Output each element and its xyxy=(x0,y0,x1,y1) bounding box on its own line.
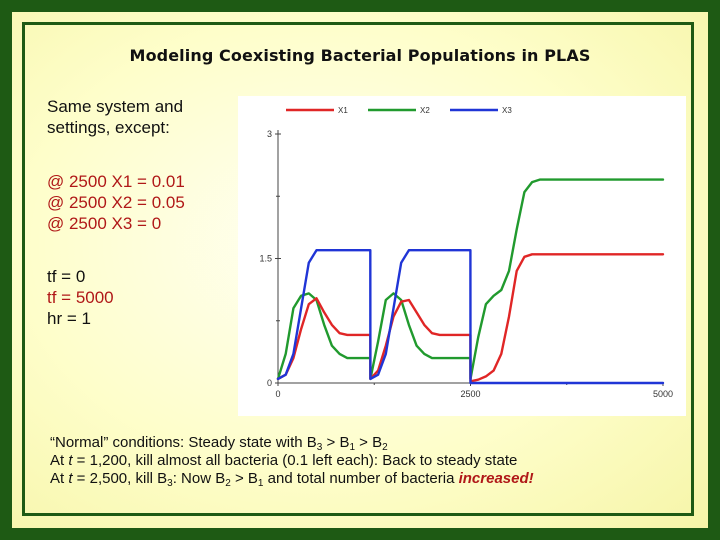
series-line-x3 xyxy=(276,248,665,385)
intro-line-2: settings, except: xyxy=(47,118,170,137)
slide-frame xyxy=(22,22,694,516)
note-line-3: At t = 2,500, kill B3: Now B2 > B1 and t… xyxy=(50,470,534,489)
legend-label-x2: X2 xyxy=(420,106,430,115)
intro-line-1: Same system and xyxy=(47,97,184,116)
param-tf-start: tf = 0 xyxy=(47,267,86,286)
note-line-2: At t = 1,200, kill almost all bacteria (… xyxy=(50,452,518,469)
population-chart: 0 1.5 3 0 2500 5000 X1 X2 X3 xyxy=(259,106,673,399)
series-line-x2 xyxy=(276,178,665,381)
x-tick-label: 5000 xyxy=(653,389,673,399)
y-tick-label: 3 xyxy=(267,129,272,139)
legend-label-x1: X1 xyxy=(338,106,348,115)
note-line-1: “Normal” conditions: Steady state with B… xyxy=(50,434,388,453)
event-x2: @ 2500 X2 = 0.05 xyxy=(47,193,185,212)
notes: “Normal” conditions: Steady state with B… xyxy=(50,434,534,489)
x-tick-label: 2500 xyxy=(460,389,480,399)
plot-panel: 0 1.5 3 0 2500 5000 X1 X2 X3 xyxy=(238,96,686,416)
param-tf-end: tf = 5000 xyxy=(47,288,114,307)
x-tick-label: 0 xyxy=(275,389,280,399)
event-x1: @ 2500 X1 = 0.01 xyxy=(47,172,185,191)
param-hr: hr = 1 xyxy=(47,309,91,328)
slide-title: Modeling Coexisting Bacterial Population… xyxy=(129,46,591,65)
increased-highlight: increased! xyxy=(458,470,534,487)
legend-label-x3: X3 xyxy=(502,106,512,115)
event-x3: @ 2500 X3 = 0 xyxy=(47,214,162,233)
y-tick-label: 1.5 xyxy=(259,254,272,264)
y-tick-label: 0 xyxy=(267,378,272,388)
series-line-x1 xyxy=(276,253,665,383)
